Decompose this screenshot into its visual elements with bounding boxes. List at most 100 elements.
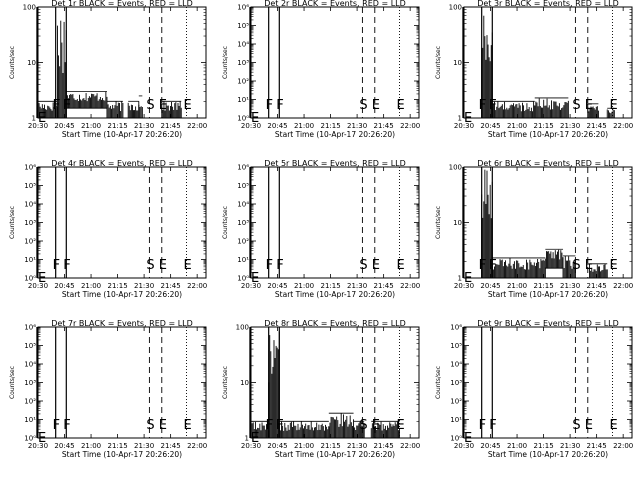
event-marker-label: S <box>359 98 367 113</box>
event-trace-segment <box>127 100 140 119</box>
x-tick-label: 21:30 <box>347 282 367 290</box>
y-tick-label: 10⁴ <box>24 201 36 209</box>
y-tick-label: 10⁵ <box>237 182 249 190</box>
event-marker-label: E <box>159 98 167 113</box>
x-tick-label: 20:45 <box>480 122 500 130</box>
y-tick-label: 1 <box>458 275 462 283</box>
y-tick-label: 10¹ <box>24 416 36 424</box>
x-tick-label: 21:00 <box>81 442 101 450</box>
y-tick-label: 10⁰ <box>24 275 36 283</box>
event-marker-label: E <box>585 418 593 433</box>
x-tick-label: 21:15 <box>107 122 127 130</box>
x-tick-label: 21:00 <box>294 442 314 450</box>
x-tick-label: 21:15 <box>320 122 340 130</box>
x-tick-label: 20:45 <box>480 282 500 290</box>
y-tick-label: 10² <box>24 398 36 406</box>
event-trace-segment <box>328 412 355 439</box>
y-tick-label: 10³ <box>24 379 36 387</box>
event-marker-label: F <box>276 418 283 433</box>
x-tick-label: 22:00 <box>613 442 633 450</box>
x-tick-label: 22:00 <box>187 122 207 130</box>
x-tick-label: 21:30 <box>560 122 580 130</box>
y-tick-label: 10⁴ <box>24 361 36 369</box>
y-tick-label: 10¹ <box>450 416 462 424</box>
event-trace-segment <box>534 97 569 119</box>
event-marker-label: E <box>397 98 405 113</box>
detector-panel: Det 6r BLACK = Events, RED = LLD Counts/s… <box>435 160 633 299</box>
panel-title: Det 6r BLACK = Events, RED = LLD <box>477 160 619 168</box>
x-tick-label: 21:45 <box>374 282 394 290</box>
x-tick-label: 21:00 <box>507 122 527 130</box>
x-tick-label: 21:45 <box>587 122 607 130</box>
event-marker-label: F <box>266 418 273 433</box>
x-tick-label: 20:30 <box>28 282 48 290</box>
y-tick-label: 10³ <box>24 219 36 227</box>
x-tick-label: 21:00 <box>294 122 314 130</box>
x-tick-label: 21:15 <box>533 442 553 450</box>
x-tick-label: 22:00 <box>187 282 207 290</box>
x-tick-label: 20:30 <box>241 282 261 290</box>
y-axis-label: Counts/sec <box>9 206 16 239</box>
event-marker-label: E <box>159 258 167 273</box>
y-tick-label: 10⁶ <box>24 324 36 332</box>
y-tick-label: 10³ <box>450 379 462 387</box>
y-tick-label: 100 <box>236 324 249 332</box>
event-marker-label: E <box>610 418 618 433</box>
event-trace-segment <box>481 166 493 279</box>
event-trace-segment <box>278 420 330 439</box>
event-marker-label: E <box>372 258 380 273</box>
x-tick-label: 21:30 <box>134 122 154 130</box>
event-marker-label: S <box>572 258 580 273</box>
panel-title: Det 8r BLACK = Events, RED = LLD <box>264 320 406 328</box>
event-trace-segment <box>562 255 576 279</box>
x-axis-label: Start Time (10-Apr-17 20:26:20) <box>488 290 608 299</box>
y-tick-label: 10 <box>453 219 462 227</box>
x-tick-label: 21:30 <box>134 442 154 450</box>
y-tick-label: 10⁰ <box>237 275 249 283</box>
event-marker-label: E <box>184 98 192 113</box>
x-tick-label: 20:30 <box>28 442 48 450</box>
x-axis-label: Start Time (10-Apr-17 20:26:20) <box>488 130 608 139</box>
y-tick-label: 10² <box>237 78 249 86</box>
y-tick-label: 10¹ <box>237 96 249 104</box>
event-marker-label: S <box>146 258 154 273</box>
detector-panel: Det 5r BLACK = Events, RED = LLD Counts/s… <box>222 160 420 299</box>
y-tick-label: 10⁶ <box>237 164 249 172</box>
x-tick-label: 21:15 <box>533 282 553 290</box>
x-tick-label: 22:00 <box>613 122 633 130</box>
event-marker-label: F <box>266 258 273 273</box>
event-marker-label: F <box>489 98 496 113</box>
x-axis-label: Start Time (10-Apr-17 20:26:20) <box>488 450 608 459</box>
x-tick-label: 20:45 <box>267 122 287 130</box>
event-marker-label: F <box>53 98 60 113</box>
x-tick-label: 22:00 <box>187 442 207 450</box>
event-marker-label: S <box>146 418 154 433</box>
y-axis-label: Counts/sec <box>9 366 16 399</box>
y-tick-label: 10 <box>27 59 36 67</box>
y-tick-label: 10⁵ <box>450 342 462 350</box>
event-marker-label: E <box>585 258 593 273</box>
event-marker-label: S <box>359 258 367 273</box>
panel-title: Det 4r BLACK = Events, RED = LLD <box>51 160 193 168</box>
x-tick-label: 21:45 <box>161 442 181 450</box>
event-marker-label: S <box>146 98 154 113</box>
x-tick-label: 21:15 <box>320 442 340 450</box>
y-tick-label: 10³ <box>237 219 249 227</box>
event-marker-label: F <box>63 418 70 433</box>
x-tick-label: 21:30 <box>560 442 580 450</box>
x-tick-label: 20:30 <box>454 442 474 450</box>
event-trace-segment <box>106 100 124 119</box>
x-tick-label: 20:45 <box>480 442 500 450</box>
event-marker-label: F <box>276 258 283 273</box>
event-marker-label: E <box>372 418 380 433</box>
y-tick-label: 100 <box>23 4 36 12</box>
event-marker-label: F <box>53 258 60 273</box>
x-tick-label: 22:00 <box>400 122 420 130</box>
x-axis-label: Start Time (10-Apr-17 20:26:20) <box>275 450 395 459</box>
x-axis-label: Start Time (10-Apr-17 20:26:20) <box>62 290 182 299</box>
y-tick-label: 10⁶ <box>24 164 36 172</box>
x-tick-label: 20:45 <box>267 282 287 290</box>
x-tick-label: 21:15 <box>107 282 127 290</box>
y-tick-label: 10⁵ <box>237 22 249 30</box>
y-axis-label: Counts/sec <box>435 366 442 399</box>
